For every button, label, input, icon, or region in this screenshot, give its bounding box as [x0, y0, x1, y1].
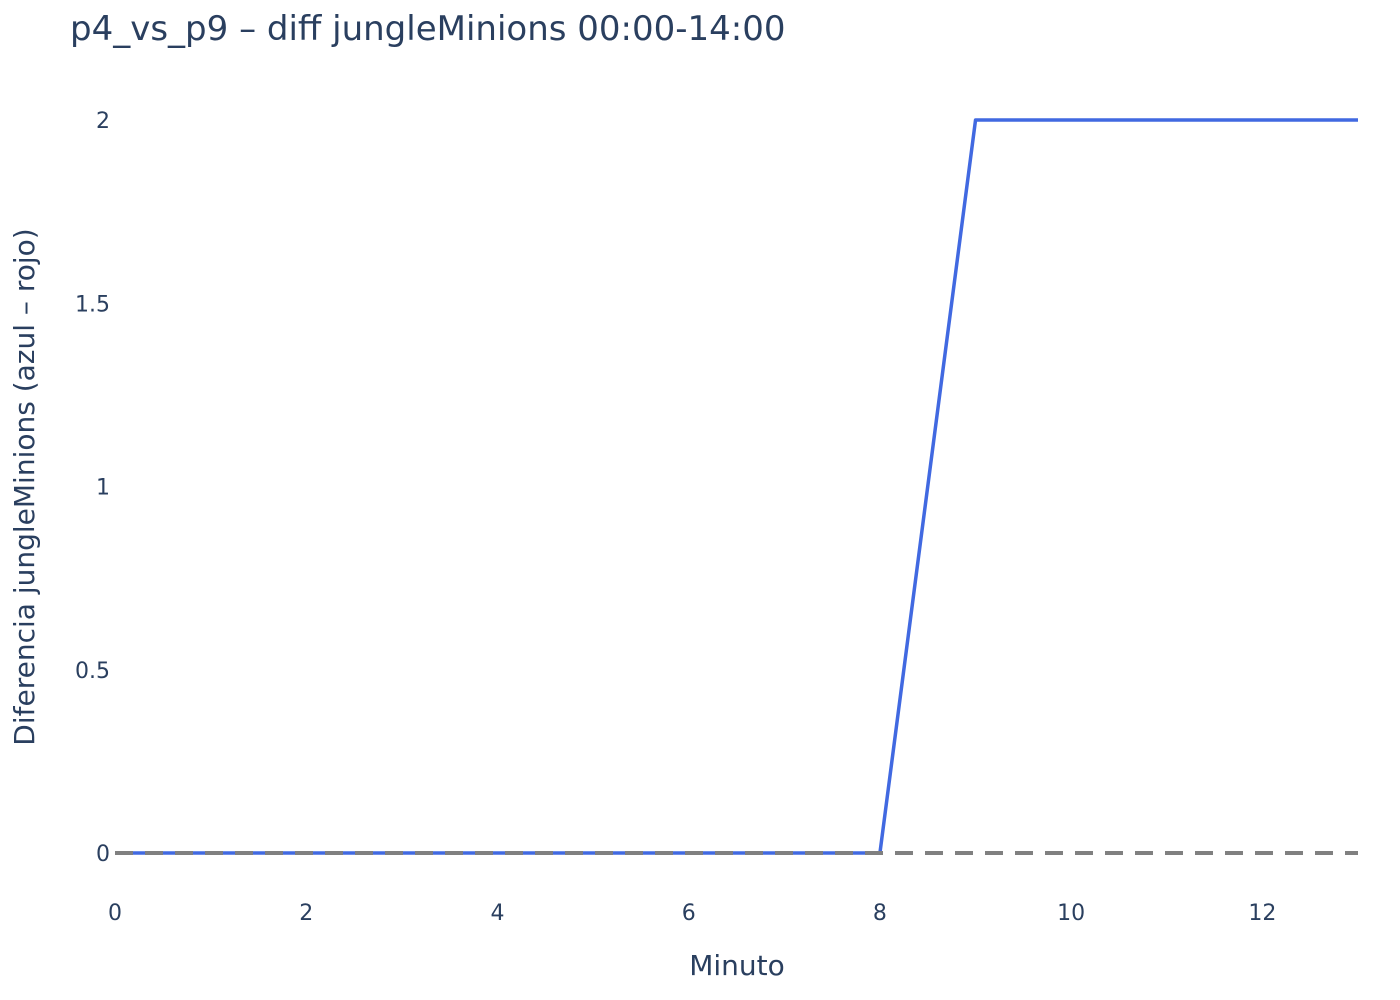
y-tick-label: 0.5 [75, 659, 110, 684]
y-tick-label: 2 [96, 109, 110, 134]
plot-area [115, 118, 1358, 855]
x-tick-label: 4 [490, 901, 504, 926]
y-axis-ticks: 0 0.5 1 1.5 2 [75, 109, 110, 867]
x-tick-label: 10 [1057, 901, 1085, 926]
y-tick-label: 1.5 [75, 292, 110, 317]
x-axis-ticks: 0 2 4 6 8 10 12 [108, 901, 1276, 926]
x-tick-label: 6 [682, 901, 696, 926]
x-tick-label: 0 [108, 901, 122, 926]
y-axis-title: Diferencia jungleMinions (azul – rojo) [8, 228, 41, 745]
y-tick-label: 0 [96, 842, 110, 867]
x-tick-label: 2 [299, 901, 313, 926]
y-tick-label: 1 [96, 476, 110, 501]
x-axis-title: Minuto [689, 949, 785, 982]
chart-title: p4_vs_p9 – diff jungleMinions 00:00-14:0… [70, 9, 786, 49]
series-line [115, 118, 1358, 855]
x-tick-label: 8 [873, 901, 887, 926]
x-tick-label: 12 [1248, 901, 1276, 926]
